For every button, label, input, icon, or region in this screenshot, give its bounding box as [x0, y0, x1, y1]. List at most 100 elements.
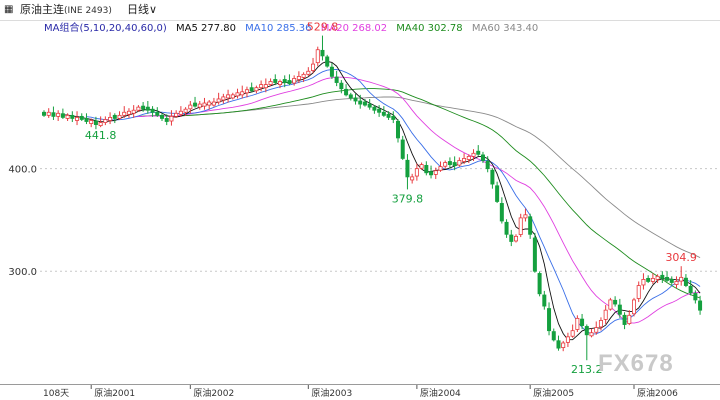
candle — [532, 237, 537, 272]
ma10-line — [86, 69, 701, 335]
ma40-value: MA40 302.78 — [396, 23, 463, 34]
candle — [419, 164, 424, 169]
candle — [698, 300, 703, 311]
candle — [608, 299, 613, 310]
candle — [669, 279, 674, 283]
candle — [150, 108, 155, 113]
x-tick-label: 原油2005 — [533, 387, 574, 399]
candle — [235, 92, 240, 97]
candle — [126, 110, 131, 115]
candle — [433, 170, 438, 175]
candle — [480, 154, 485, 161]
candle — [457, 160, 462, 166]
candle — [636, 285, 641, 299]
candle — [476, 150, 481, 155]
price-annotation: 304.9 — [665, 251, 697, 264]
x-tick-label: 原油2006 — [637, 387, 678, 399]
candle — [339, 82, 344, 90]
candle — [145, 106, 150, 111]
candle — [282, 79, 287, 83]
candle — [315, 49, 320, 64]
candle — [112, 114, 117, 119]
candle — [589, 332, 594, 337]
ma-group-label[interactable]: MA组合(5,10,20,40,60,0) — [44, 23, 167, 34]
candle — [556, 340, 561, 349]
candle — [542, 294, 547, 307]
symbol-title[interactable]: 原油主连(INE 2493) — [20, 0, 112, 21]
candle — [617, 304, 622, 315]
chevron-down-icon: ∨ — [149, 3, 158, 16]
candle — [518, 217, 523, 235]
candle — [122, 111, 127, 116]
period-selector[interactable]: 日线∨ — [127, 0, 157, 20]
candle — [632, 299, 637, 315]
candle — [159, 114, 164, 119]
time-axis — [0, 384, 720, 400]
candle — [693, 293, 698, 301]
candle — [485, 160, 490, 170]
candle — [551, 331, 556, 341]
candle — [528, 216, 533, 235]
candle — [584, 326, 589, 336]
candle — [381, 111, 386, 116]
price-annotation: 529.8 — [307, 21, 339, 34]
candle — [395, 120, 400, 139]
candle — [372, 106, 377, 111]
candle — [414, 168, 419, 177]
candle — [301, 73, 306, 78]
candle — [504, 221, 509, 235]
candle — [452, 162, 457, 166]
ma10-value: MA10 285.36 — [245, 23, 312, 34]
x-tick-label: 原油2003 — [311, 387, 352, 399]
candle — [325, 56, 330, 67]
candle — [594, 327, 599, 333]
candle — [183, 108, 188, 113]
ma60-value: MA60 343.40 — [471, 23, 539, 34]
candle — [499, 203, 504, 222]
candle — [93, 120, 98, 125]
candle — [268, 81, 273, 85]
ma5-line — [62, 60, 701, 341]
candle — [70, 114, 75, 119]
candle — [174, 112, 179, 117]
chart-mode-icon[interactable]: ▦ — [4, 4, 14, 15]
candle — [320, 49, 325, 57]
candle — [226, 94, 231, 99]
candle — [613, 299, 618, 305]
candle — [565, 336, 570, 343]
candle — [311, 63, 316, 71]
candle — [429, 171, 434, 176]
candle — [155, 111, 160, 116]
candle — [51, 112, 56, 117]
candle — [688, 285, 693, 294]
candle — [141, 105, 146, 110]
candle — [391, 115, 396, 120]
candle — [277, 81, 282, 85]
candle — [178, 110, 183, 115]
candle — [65, 114, 70, 119]
candle — [344, 88, 349, 96]
candle — [164, 118, 169, 122]
candle — [249, 87, 254, 92]
candle — [240, 91, 245, 96]
x-tick-label: 原油2004 — [420, 387, 461, 399]
candle — [570, 330, 575, 337]
candle — [211, 101, 216, 106]
period-label: 日线 — [127, 3, 149, 16]
candle — [424, 164, 429, 174]
candle — [108, 117, 113, 121]
candle — [679, 276, 684, 282]
candle — [683, 277, 688, 286]
candle — [622, 314, 627, 325]
candle — [89, 120, 94, 124]
bar-count-label: 108天 — [43, 389, 69, 399]
candle — [641, 279, 646, 286]
candle — [230, 94, 235, 99]
candle — [674, 281, 679, 285]
watermark-logo: FX678 — [598, 350, 674, 377]
candle — [405, 159, 410, 178]
candle — [377, 108, 382, 113]
symbol-code: (INE 2493) — [64, 6, 112, 16]
